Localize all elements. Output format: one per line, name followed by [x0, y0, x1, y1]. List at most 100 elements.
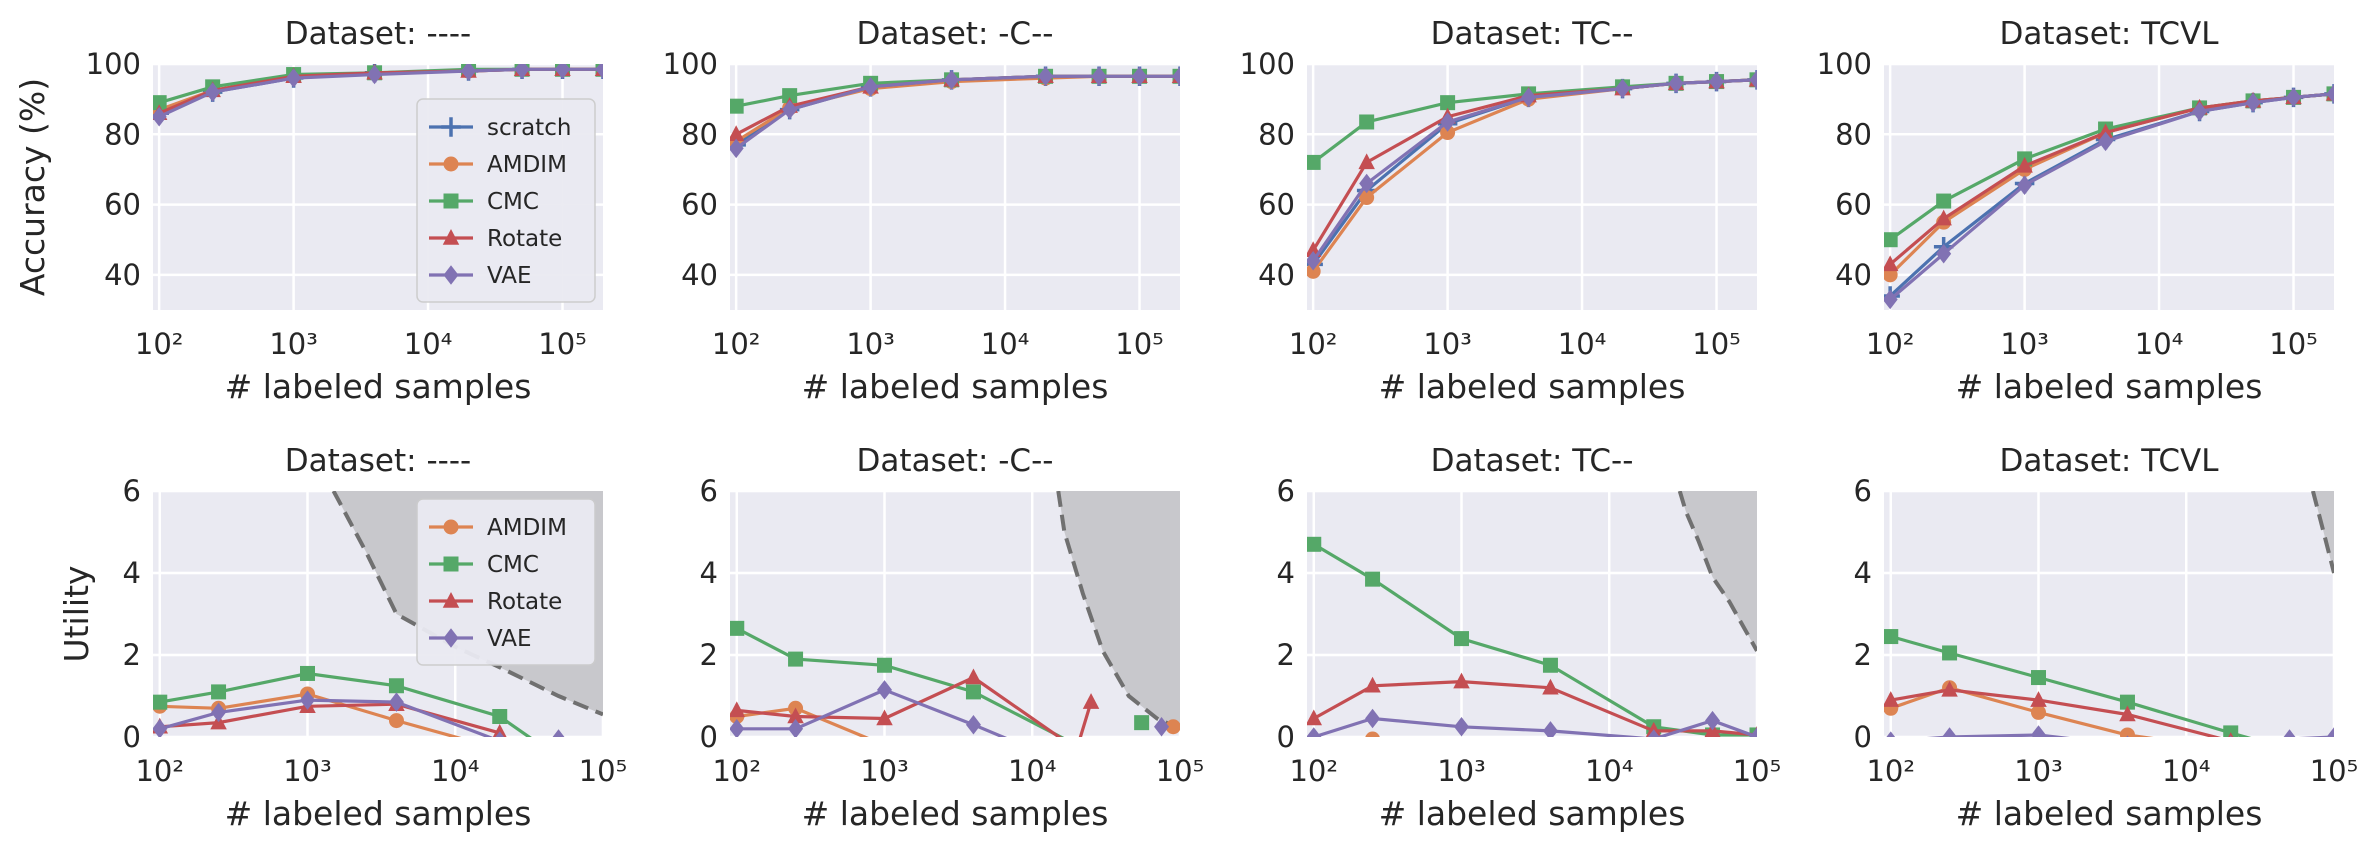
data-point: [1542, 678, 1559, 695]
data-point: [1705, 710, 1721, 731]
data-point: [2282, 742, 2297, 757]
legend-item-scratch: scratch: [429, 115, 571, 141]
x-axis-label: # labeled samples: [802, 794, 1109, 833]
data-point: [1542, 721, 1558, 737]
legend-label: CMC: [487, 189, 539, 215]
data-point: [2229, 735, 2232, 737]
legend-marker: [442, 229, 460, 245]
data-point: [300, 690, 316, 710]
data-point: [1521, 87, 1537, 108]
legend-marker: [443, 265, 459, 285]
subplot-utility-3: Dataset: TC-- 0 2 4 6 10² 10³ 10⁴ 10⁵ # labeled s…: [1277, 443, 1782, 833]
data-point: [730, 125, 745, 142]
data-point: [965, 684, 981, 700]
y-tick-label: 6: [1277, 474, 1295, 508]
legend-marker: [443, 556, 459, 572]
data-point: [1307, 251, 1321, 271]
legend: scratch AMDIM CMC Rotate VAE: [416, 98, 596, 303]
x-tick-label: 10³: [269, 327, 318, 361]
data-point: [1440, 95, 1456, 111]
x-tick-label: 10³: [2000, 327, 2049, 361]
data-point: [1886, 731, 1896, 737]
data-point: [2192, 101, 2208, 122]
x-tick-label: 10²: [135, 327, 184, 361]
series-cmc: [153, 665, 532, 737]
data-point: [153, 106, 167, 127]
legend-marker: [443, 628, 459, 648]
data-point: [2223, 725, 2239, 737]
series-vae: [1307, 70, 1757, 271]
feasibility-shade: [1679, 491, 1757, 651]
legend: AMDIM CMC Rotate VAE: [416, 498, 596, 666]
data-point: [1440, 125, 1456, 141]
y-tick-label: 80: [104, 117, 141, 151]
x-tick-label: 10²: [1866, 754, 1915, 788]
subplot-title: Dataset: TCVL: [2000, 443, 2220, 479]
plot-area: [1884, 491, 2334, 737]
subplot-utility-4: Dataset: TCVL 0 2 4 6 10² 10³ 10⁴ 10⁵ # labeled s…: [1854, 443, 2359, 833]
subplot-title: Dataset: ----: [285, 443, 471, 479]
data-point: [1936, 193, 1952, 209]
plot-content: [1884, 491, 2334, 757]
data-point: [388, 692, 404, 712]
data-point: [1365, 708, 1381, 729]
data-point: [1364, 676, 1381, 693]
y-tick-label: 2: [1854, 638, 1872, 672]
data-point: [1440, 112, 1456, 132]
x-axis-label: # labeled samples: [1379, 367, 1686, 406]
data-point: [1454, 631, 1470, 647]
data-point: [552, 729, 565, 737]
x-tick-label: 10⁴: [2162, 754, 2211, 788]
x-tick-label: 10³: [1437, 754, 1486, 788]
data-point: [2326, 727, 2334, 737]
legend-frame: [416, 498, 596, 666]
legend-label: Rotate: [487, 226, 562, 252]
data-point: [965, 668, 982, 685]
plot-content: [1884, 84, 2334, 310]
data-point: [2031, 725, 2047, 737]
x-tick-label: 10³: [283, 754, 332, 788]
data-point: [1749, 727, 1757, 737]
series-cmc: [1884, 629, 2297, 757]
data-point: [877, 738, 892, 753]
data-point: [2119, 705, 2136, 722]
plot-content: [1307, 491, 1757, 741]
x-tick-label: 10⁵: [1692, 327, 1741, 361]
y-tick-label: 6: [700, 474, 718, 508]
data-point: [876, 709, 893, 726]
data-point: [1307, 263, 1321, 279]
data-point: [1884, 629, 1899, 645]
y-tick-label: 2: [700, 638, 718, 672]
data-point: [1647, 729, 1660, 737]
data-point: [787, 707, 804, 724]
data-point: [492, 709, 508, 724]
data-point: [1668, 73, 1684, 94]
x-tick-label: 10⁴: [1585, 754, 1634, 788]
x-tick-label: 10⁵: [1733, 754, 1782, 788]
data-point: [1172, 66, 1180, 87]
data-point: [782, 99, 798, 120]
y-tick-label: 100: [1817, 47, 1872, 81]
subplot-title: Dataset: ----: [285, 16, 471, 52]
series-vae: [730, 66, 1180, 159]
y-tick-label: 4: [123, 556, 141, 590]
data-point: [461, 64, 477, 81]
x-tick-label: 10⁵: [1115, 327, 1164, 361]
y-tick-label: 100: [1240, 47, 1295, 81]
data-point: [2283, 729, 2296, 737]
data-point: [205, 82, 221, 102]
x-axis-label: # labeled samples: [1956, 367, 2263, 406]
series-line: [1314, 739, 1373, 741]
data-point: [944, 70, 960, 90]
y-tick-label: 4: [1277, 556, 1295, 590]
subplot-utility-1: Dataset: ---- 0 2 4 6 10² 10³ 10⁴ 10⁵ # labeled s…: [57, 443, 627, 833]
x-tick-label: 10²: [1289, 754, 1338, 788]
data-point: [1359, 190, 1375, 206]
data-point: [1942, 727, 1958, 737]
data-point: [1359, 114, 1375, 130]
y-tick-label: 6: [1854, 474, 1872, 508]
subplot-title: Dataset: TC--: [1431, 443, 1634, 479]
y-axis-label: Utility: [57, 565, 96, 662]
plot-area: [730, 64, 1180, 310]
data-point: [2326, 84, 2334, 104]
